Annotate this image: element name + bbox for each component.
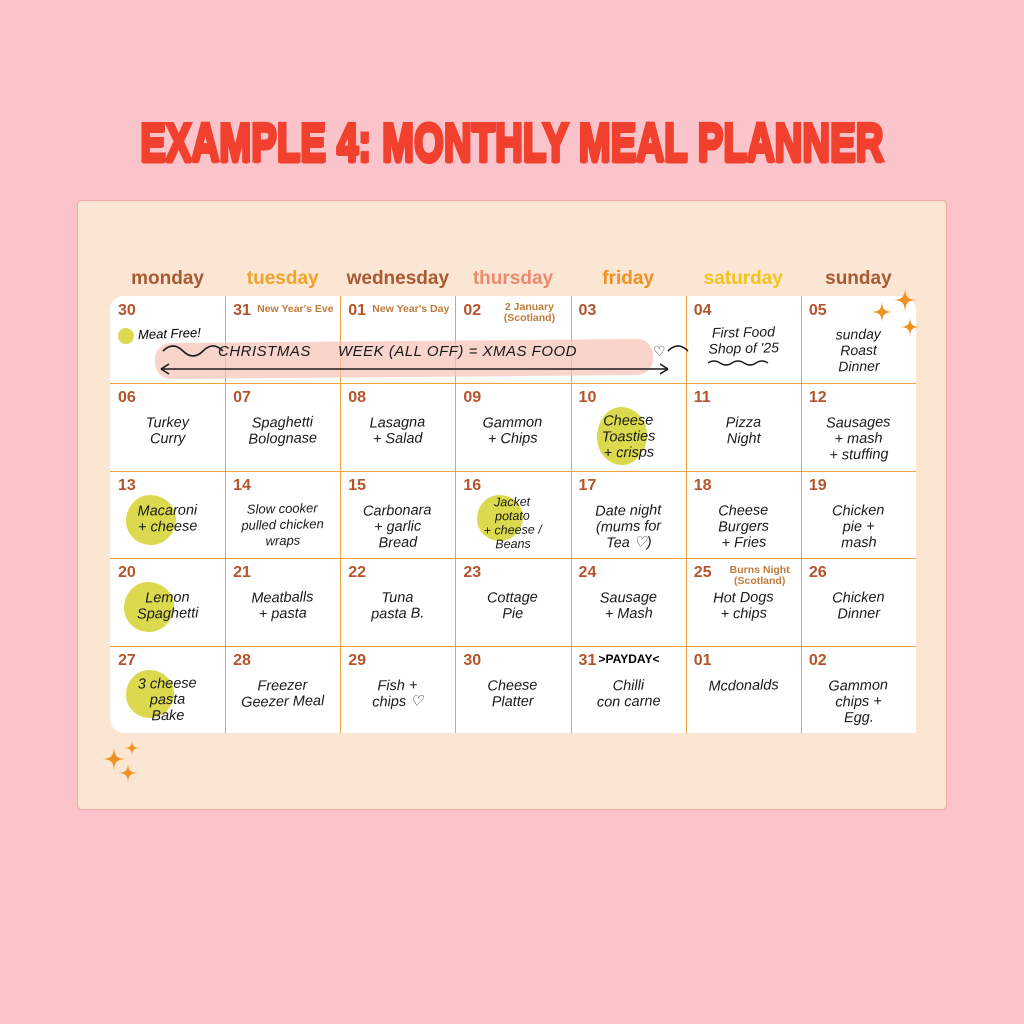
- svg-text:CHRISTMAS: CHRISTMAS: [218, 343, 311, 360]
- svg-text:WEEK (ALL OFF) = XMAS FOOD: WEEK (ALL OFF) = XMAS FOOD: [338, 343, 577, 360]
- svg-text:♡: ♡: [653, 343, 666, 359]
